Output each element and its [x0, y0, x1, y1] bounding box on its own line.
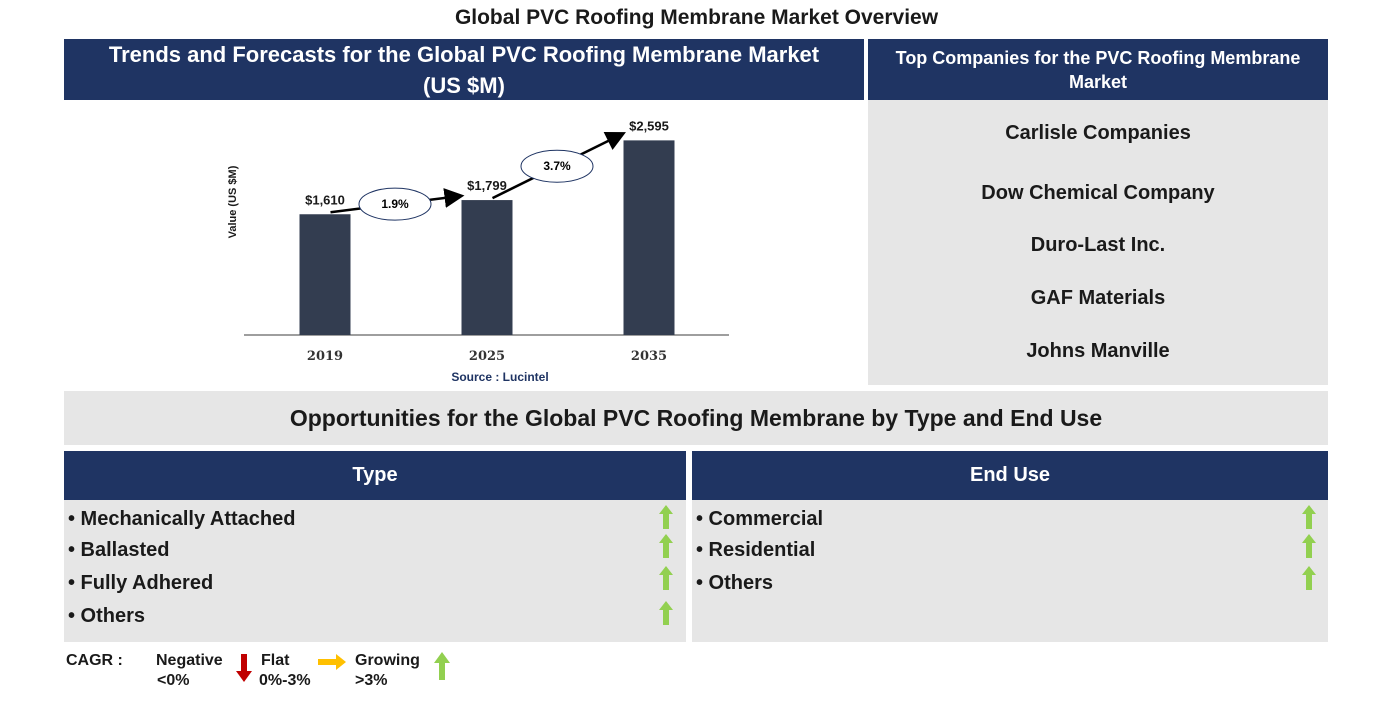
growing-up-arrow-icon — [659, 505, 673, 529]
end-use-item: • Others — [696, 572, 774, 594]
type-item: • Fully Adhered — [68, 572, 214, 594]
down-arrow-icon — [236, 654, 252, 682]
x-tick-label: 2025 — [469, 349, 505, 364]
growing-up-arrow-icon — [1302, 505, 1316, 529]
legend-growing-range: >3% — [355, 672, 388, 689]
type-header: Type — [64, 451, 686, 500]
cagr-bubble — [358, 187, 432, 221]
cagr-bubble — [520, 149, 594, 183]
up-arrow-icon — [434, 652, 450, 680]
legend-flat-label: Flat — [261, 652, 290, 669]
legend-negative-range: <0% — [157, 672, 190, 689]
x-tick-label: 2019 — [307, 349, 343, 364]
growing-up-arrow-icon — [659, 534, 673, 558]
bar-chart: Value (US $M) $1,610 2019 $1,799 2025 $2,595… — [227, 118, 729, 384]
bar-value-label: $2,595 — [629, 118, 669, 133]
type-item: • Ballasted — [68, 539, 170, 561]
end-use-item: • Residential — [696, 539, 816, 561]
end-use-header: End Use — [692, 451, 1328, 500]
companies-list: Carlisle Companies Dow Chemical Company … — [868, 100, 1328, 385]
cagr-label: 1.9% — [381, 197, 409, 211]
page-title: Global PVC Roofing Membrane Market Overv… — [454, 6, 939, 29]
company-item: GAF Materials — [1030, 287, 1166, 309]
cagr-label: 3.7% — [543, 159, 571, 173]
company-item: Carlisle Companies — [1005, 122, 1191, 144]
legend-negative-label: Negative — [156, 652, 223, 669]
end-use-list: • Commercial • Residential • Others — [692, 500, 1328, 642]
chart-header: Trends and Forecasts for the Global PVC … — [64, 39, 864, 100]
bar-2019 — [299, 214, 351, 335]
x-tick-label: 2035 — [631, 349, 667, 364]
type-item: • Mechanically Attached — [68, 508, 296, 530]
growing-up-arrow-icon — [659, 566, 673, 590]
y-axis-label: Value (US $M) — [227, 165, 239, 238]
opportunities-banner: Opportunities for the Global PVC Roofing… — [64, 391, 1328, 445]
bar-value-label: $1,799 — [467, 178, 507, 193]
right-arrow-icon — [318, 654, 346, 670]
end-use-item: • Commercial — [696, 508, 824, 530]
bar-2025 — [461, 200, 513, 335]
legend-flat-range: 0%-3% — [259, 672, 311, 689]
bar-value-label: $1,610 — [305, 192, 345, 207]
company-item: Dow Chemical Company — [981, 182, 1215, 204]
company-item: Duro-Last Inc. — [1030, 234, 1166, 256]
growing-up-arrow-icon — [1302, 566, 1316, 590]
chart-source: Source : Lucintel — [451, 370, 548, 384]
companies-header: Top Companies for the PVC Roofing Membra… — [868, 39, 1328, 100]
company-item: Johns Manville — [1026, 340, 1170, 362]
legend-growing-label: Growing — [355, 652, 420, 669]
type-item: • Others — [68, 605, 146, 627]
bar-2035 — [623, 140, 675, 335]
growing-up-arrow-icon — [659, 601, 673, 625]
type-list: • Mechanically Attached • Ballasted • Fu… — [64, 500, 686, 642]
legend-cagr-label: CAGR : — [66, 652, 123, 669]
growing-up-arrow-icon — [1302, 534, 1316, 558]
